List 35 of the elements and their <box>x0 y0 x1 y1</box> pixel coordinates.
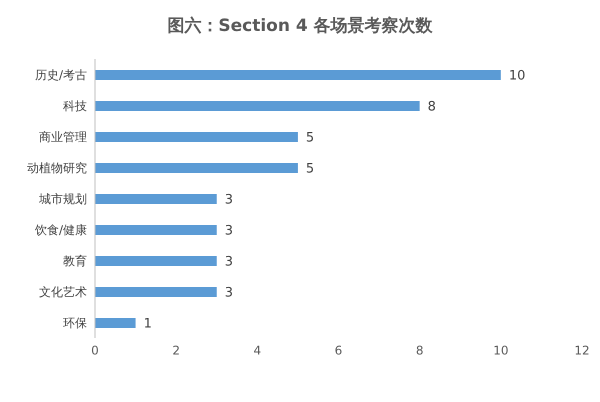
y-tick-label: 商业管理 <box>39 130 87 144</box>
y-tick-label: 环保 <box>63 316 87 330</box>
chart-title: 图六：Section 4 各场景考察次数 <box>166 15 434 37</box>
data-label: 5 <box>306 162 314 177</box>
y-tick-label: 文化艺术 <box>39 284 87 299</box>
data-label: 1 <box>144 316 152 332</box>
data-label: 8 <box>428 100 436 115</box>
bar <box>95 256 217 266</box>
x-tick-label: 0 <box>91 344 99 358</box>
bar <box>95 194 217 204</box>
data-label: 5 <box>306 130 314 146</box>
x-tick-label: 12 <box>574 344 590 358</box>
bar <box>95 163 298 173</box>
bar <box>95 318 136 328</box>
y-tick-label: 历史/考古 <box>34 68 87 82</box>
data-label: 10 <box>508 68 526 84</box>
data-label: 3 <box>224 286 234 301</box>
x-tick-label: 10 <box>493 344 508 358</box>
bar <box>95 287 217 297</box>
data-label: 3 <box>224 192 234 208</box>
data-label: 3 <box>224 254 234 270</box>
y-tick-label: 教育 <box>63 254 87 268</box>
x-tick-label: 6 <box>334 344 342 358</box>
bar <box>95 225 217 235</box>
data-label: 3 <box>224 224 234 239</box>
y-tick-label: 城市规划 <box>38 192 87 206</box>
x-tick-label: 4 <box>254 344 262 358</box>
y-tick-label: 科技 <box>63 98 87 113</box>
bar <box>95 132 298 142</box>
bar <box>95 101 420 111</box>
bar <box>95 70 501 80</box>
y-tick-label: 饮食/健康 <box>34 222 87 237</box>
x-tick-label: 2 <box>172 344 180 358</box>
x-tick-label: 8 <box>416 344 424 358</box>
y-tick-label: 动植物研究 <box>27 160 87 175</box>
